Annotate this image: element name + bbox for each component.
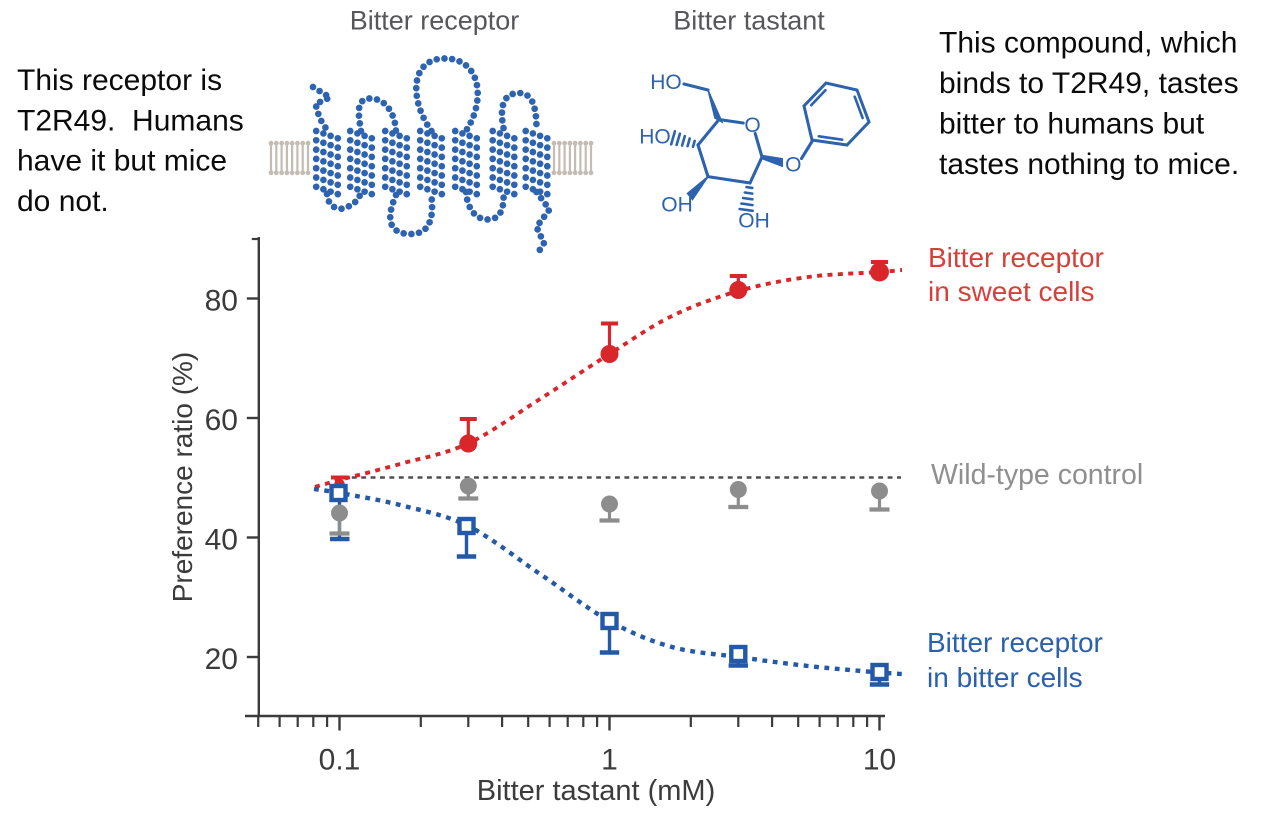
svg-text:Bitter receptor: Bitter receptor: [350, 6, 520, 36]
svg-text:bitter to humans but: bitter to humans but: [939, 108, 1205, 141]
svg-text:Bitter tastant (mM): Bitter tastant (mM): [477, 775, 716, 807]
svg-text:O: O: [785, 154, 801, 177]
svg-text:0.1: 0.1: [319, 744, 361, 777]
svg-text:80: 80: [205, 285, 238, 318]
svg-text:Bitter receptor: Bitter receptor: [928, 242, 1104, 273]
svg-text:OH: OH: [661, 194, 693, 217]
svg-text:HO: HO: [650, 71, 682, 94]
svg-text:This receptor is: This receptor is: [17, 64, 222, 97]
svg-text:60: 60: [205, 404, 238, 437]
svg-text:40: 40: [205, 524, 238, 557]
svg-text:Bitter tastant: Bitter tastant: [673, 6, 825, 36]
svg-text:in bitter cells: in bitter cells: [927, 662, 1083, 693]
svg-text:Wild-type control: Wild-type control: [931, 459, 1143, 491]
svg-text:This compound, which: This compound, which: [939, 27, 1237, 60]
svg-text:binds to T2R49, tastes: binds to T2R49, tastes: [939, 67, 1239, 100]
svg-text:HO: HO: [639, 126, 671, 149]
svg-text:Bitter receptor: Bitter receptor: [927, 627, 1103, 658]
svg-text:have it but mice: have it but mice: [17, 145, 227, 178]
svg-text:in sweet cells: in sweet cells: [928, 276, 1095, 307]
svg-text:do not.: do not.: [17, 185, 109, 218]
svg-text:10: 10: [863, 744, 896, 777]
svg-text:20: 20: [205, 643, 238, 676]
svg-text:T2R49. Humans: T2R49. Humans: [17, 104, 244, 137]
svg-text:Preference ratio (%): Preference ratio (%): [167, 352, 198, 603]
svg-text:tastes nothing to mice.: tastes nothing to mice.: [939, 148, 1239, 181]
svg-text:OH: OH: [738, 210, 770, 233]
svg-text:O: O: [744, 114, 760, 137]
svg-text:1: 1: [601, 744, 618, 777]
